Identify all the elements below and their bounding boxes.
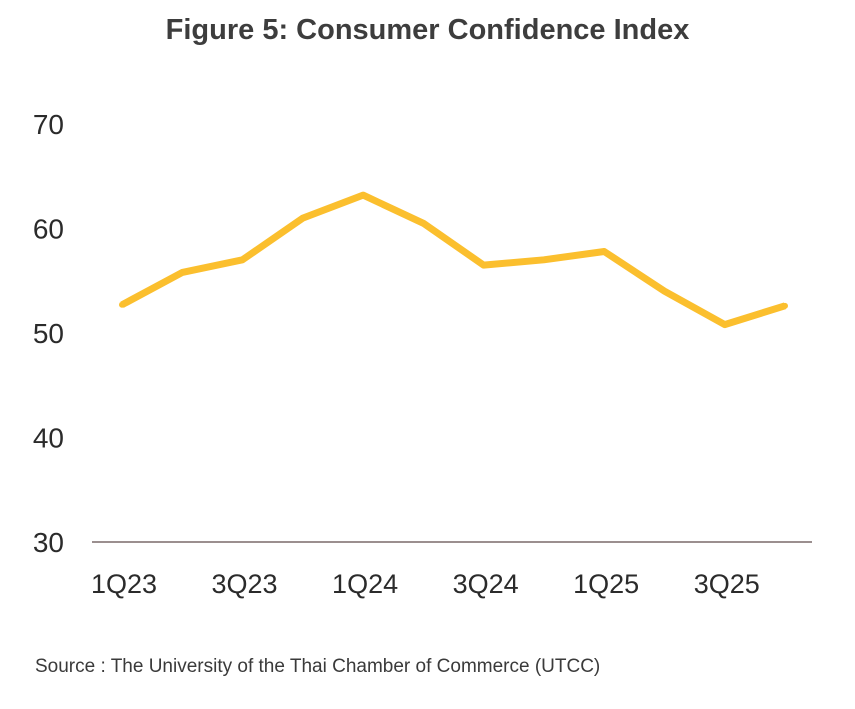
x-tick-label: 3Q23 — [212, 569, 278, 599]
data-point-2Q23 — [179, 269, 186, 276]
chart-title: Figure 5: Consumer Confidence Index — [165, 14, 690, 46]
x-tick-label: 1Q25 — [573, 569, 639, 599]
x-tick-label: 1Q23 — [91, 569, 157, 599]
y-tick-label: 60 — [33, 214, 64, 245]
line-chart: 30 40 50 60 70 1Q23 3Q23 1Q24 3Q24 1Q25 3Q25 — [33, 109, 812, 599]
y-tick-label: 70 — [33, 109, 64, 140]
y-tick-label: 30 — [33, 527, 64, 558]
x-axis-tick-labels: 1Q23 3Q23 1Q24 3Q24 1Q25 3Q25 — [91, 569, 760, 599]
x-tick-label: 3Q25 — [694, 569, 760, 599]
data-point-1Q25 — [601, 248, 608, 255]
data-point-3Q23 — [239, 256, 246, 263]
data-point-4Q25 — [782, 302, 788, 309]
series-line — [120, 191, 787, 329]
data-point-1Q24 — [360, 192, 367, 199]
y-tick-label: 40 — [33, 423, 64, 454]
data-point-2Q25 — [661, 288, 668, 295]
x-tick-label: 3Q24 — [453, 569, 519, 599]
data-point-2Q24 — [420, 220, 427, 227]
x-tick-label: 1Q24 — [332, 569, 398, 599]
y-axis-tick-labels: 30 40 50 60 70 — [33, 109, 64, 558]
data-point-4Q24 — [540, 256, 547, 263]
source-note: Source : The University of the Thai Cham… — [35, 656, 601, 677]
data-point-4Q23 — [299, 215, 306, 222]
data-point-3Q25 — [721, 321, 728, 328]
data-point-3Q24 — [480, 262, 487, 269]
y-tick-label: 50 — [33, 318, 64, 349]
data-point-1Q23 — [119, 301, 125, 308]
data-points — [119, 192, 788, 328]
